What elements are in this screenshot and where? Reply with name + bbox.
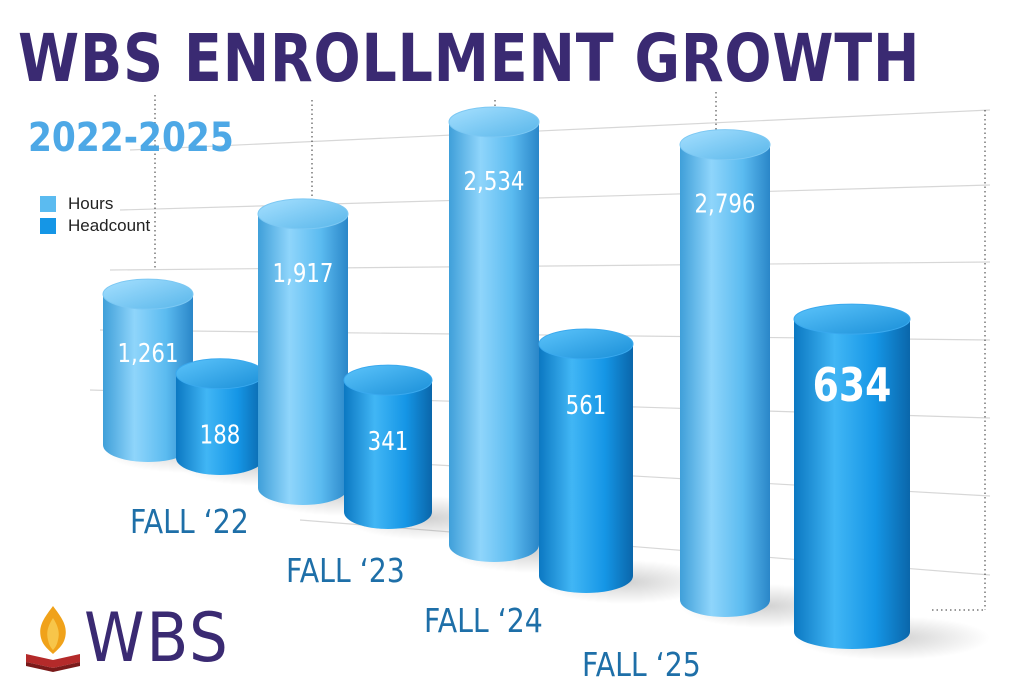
bar-hours-1-top bbox=[257, 198, 349, 230]
grid-line bbox=[129, 109, 991, 151]
chart-title: WBS ENROLLMENT GROWTH bbox=[18, 20, 921, 97]
bar-headcount-3: 634 bbox=[793, 303, 990, 660]
bar-headcount-1-body bbox=[344, 380, 432, 529]
legend: Hours Headcount bbox=[40, 193, 150, 237]
legend-label-hours: Hours bbox=[68, 194, 114, 213]
legend-swatch-hours bbox=[40, 196, 56, 212]
grid-line bbox=[119, 184, 991, 211]
data-label-hours-1: 1,917 bbox=[272, 258, 333, 289]
data-label-hours-0: 1,261 bbox=[117, 338, 178, 369]
bar-headcount-2: 561 bbox=[538, 328, 713, 604]
data-label-headcount-0: 188 bbox=[200, 420, 241, 451]
grid-line bbox=[109, 261, 991, 271]
category-label-2: FALL ‘24 bbox=[424, 602, 543, 641]
bar-headcount-0-body bbox=[176, 373, 264, 475]
bar-hours-0-body bbox=[103, 294, 193, 462]
bar-headcount-2-top bbox=[538, 328, 634, 360]
bar-hours-2-top bbox=[448, 106, 540, 138]
category-label-3: FALL ‘25 bbox=[582, 646, 701, 685]
bar-hours-0-top bbox=[102, 278, 194, 310]
logo-text: WBS bbox=[84, 599, 230, 678]
bar-headcount-0: 188 bbox=[175, 358, 344, 486]
bar-hours-2-body bbox=[449, 121, 539, 562]
bar-headcount-2-body bbox=[539, 343, 633, 593]
flame-book-icon bbox=[26, 606, 80, 672]
legend-item-headcount: Headcount bbox=[40, 215, 150, 237]
bar-headcount-1-top bbox=[343, 364, 433, 396]
wbs-logo: WBS bbox=[22, 598, 262, 678]
category-label-1: FALL ‘23 bbox=[286, 552, 405, 591]
bar-headcount-3-body bbox=[794, 319, 910, 649]
data-label-headcount-3: 634 bbox=[813, 358, 892, 412]
data-label-hours-2: 2,534 bbox=[463, 166, 524, 197]
data-label-hours-3: 2,796 bbox=[694, 189, 755, 220]
chart-subtitle: 2022-2025 bbox=[28, 115, 234, 161]
bar-hours-3-body bbox=[680, 144, 770, 617]
category-label-0: FALL ‘22 bbox=[130, 503, 249, 542]
bar-headcount-3-top bbox=[793, 303, 911, 335]
legend-label-headcount: Headcount bbox=[68, 216, 151, 235]
data-label-headcount-1: 341 bbox=[368, 426, 409, 457]
data-label-headcount-2: 561 bbox=[566, 390, 607, 421]
bar-hours-3-top bbox=[679, 129, 771, 161]
legend-item-hours: Hours bbox=[40, 193, 150, 215]
legend-swatch-headcount bbox=[40, 218, 56, 234]
bar-hours-1-body bbox=[258, 213, 348, 505]
bar-headcount-0-top bbox=[175, 358, 265, 390]
